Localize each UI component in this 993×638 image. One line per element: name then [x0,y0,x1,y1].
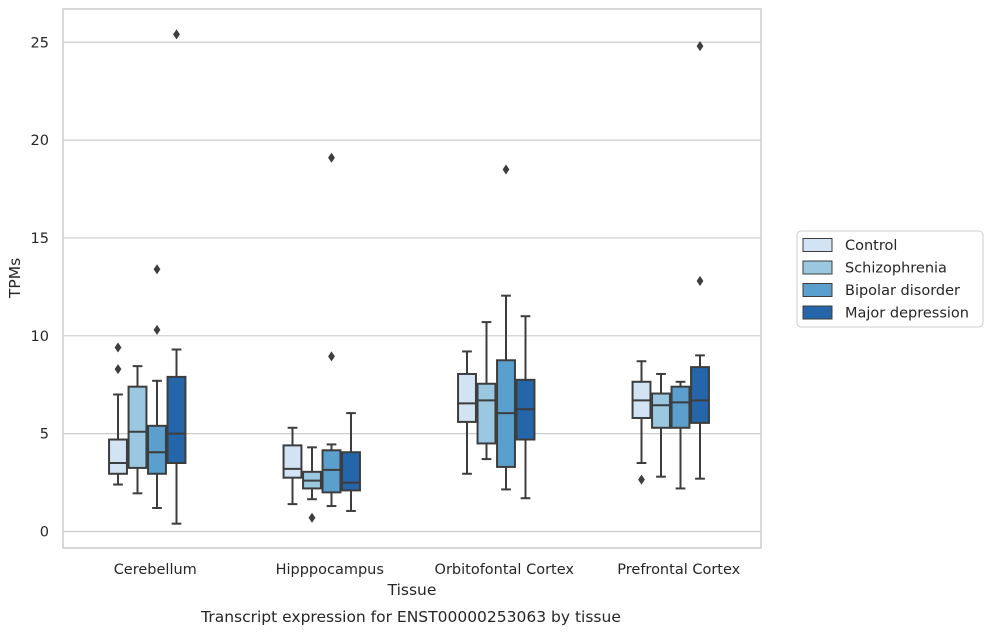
iqr-box [457,372,477,423]
outlier-point [153,264,161,275]
box-bipolar-disorder [147,264,167,510]
x-tick-labels: Cerebellum Hipppocampus Orbitofontal Corte… [114,562,741,578]
legend-swatch [802,260,833,275]
y-tick-label: 20 [31,133,49,149]
y-axis-title: TPMs [6,258,24,299]
iqr-box [166,375,187,465]
iqr-box [341,451,361,492]
legend-label: Schizophrenia [845,261,947,277]
box-major-depression [166,29,187,525]
x-tick-label: Orbitofontal Cortex [435,562,575,578]
x-tick-label: Cerebellum [114,562,197,578]
iqr-box [651,392,671,429]
outlier-point [502,164,510,175]
box-control [457,350,477,475]
iqr-box [282,444,303,479]
x-tick-label: Prefrontal Cortex [617,562,740,578]
outlier-point [696,276,704,287]
iqr-box [321,449,342,494]
box-schizophrenia [302,446,322,523]
x-tick-label: Hipppocampus [276,562,384,578]
box-major-depression [515,315,536,500]
legend-swatch [802,305,833,320]
plot-background [63,9,761,548]
box-control [631,360,652,485]
y-tick-label: 5 [40,427,49,443]
box-control [282,426,303,506]
box-major-depression [341,412,361,512]
iqr-box [476,382,497,445]
box-schizophrenia [127,365,148,495]
legend-label: Bipolar disorder [845,283,960,299]
iqr-box [670,385,691,429]
outlier-point [696,41,704,52]
box-control [108,342,128,486]
y-tick-label: 10 [31,329,49,345]
outlier-point [173,29,180,40]
y-tick-label: 25 [31,35,49,51]
legend-label: Control [845,238,897,254]
outlier-point [328,152,335,163]
legend-label: Major depression [845,306,969,322]
outlier-point [114,364,122,375]
figure-caption: Transcript expression for ENST0000025306… [200,608,621,626]
outlier-point [114,342,122,353]
box-schizophrenia [651,372,671,478]
box-schizophrenia [476,321,497,461]
y-tick-label: 15 [31,231,49,247]
legend-swatch [802,238,833,252]
box-bipolar-disorder [670,380,691,490]
x-axis-title: Tissue [387,581,437,599]
outlier-point [308,512,316,523]
box-groups [108,29,710,525]
legend-frame [796,230,984,328]
box-major-depression [690,41,710,480]
plot-frame [62,8,762,549]
box-bipolar-disorder [496,164,516,491]
iqr-box [690,366,710,424]
y-tick-labels: 0 5 10 15 20 25 [31,35,49,540]
y-tick-label: 0 [40,525,49,541]
legend: Control Schizophrenia Bipolar disorder Majo… [796,230,984,328]
iqr-box [108,438,128,475]
iqr-box [147,424,167,475]
legend-swatch [802,283,833,297]
outlier-point [153,324,161,335]
box-bipolar-disorder [321,152,342,508]
outlier-point [328,351,335,362]
iqr-box [127,385,148,469]
outlier-point [638,474,645,485]
